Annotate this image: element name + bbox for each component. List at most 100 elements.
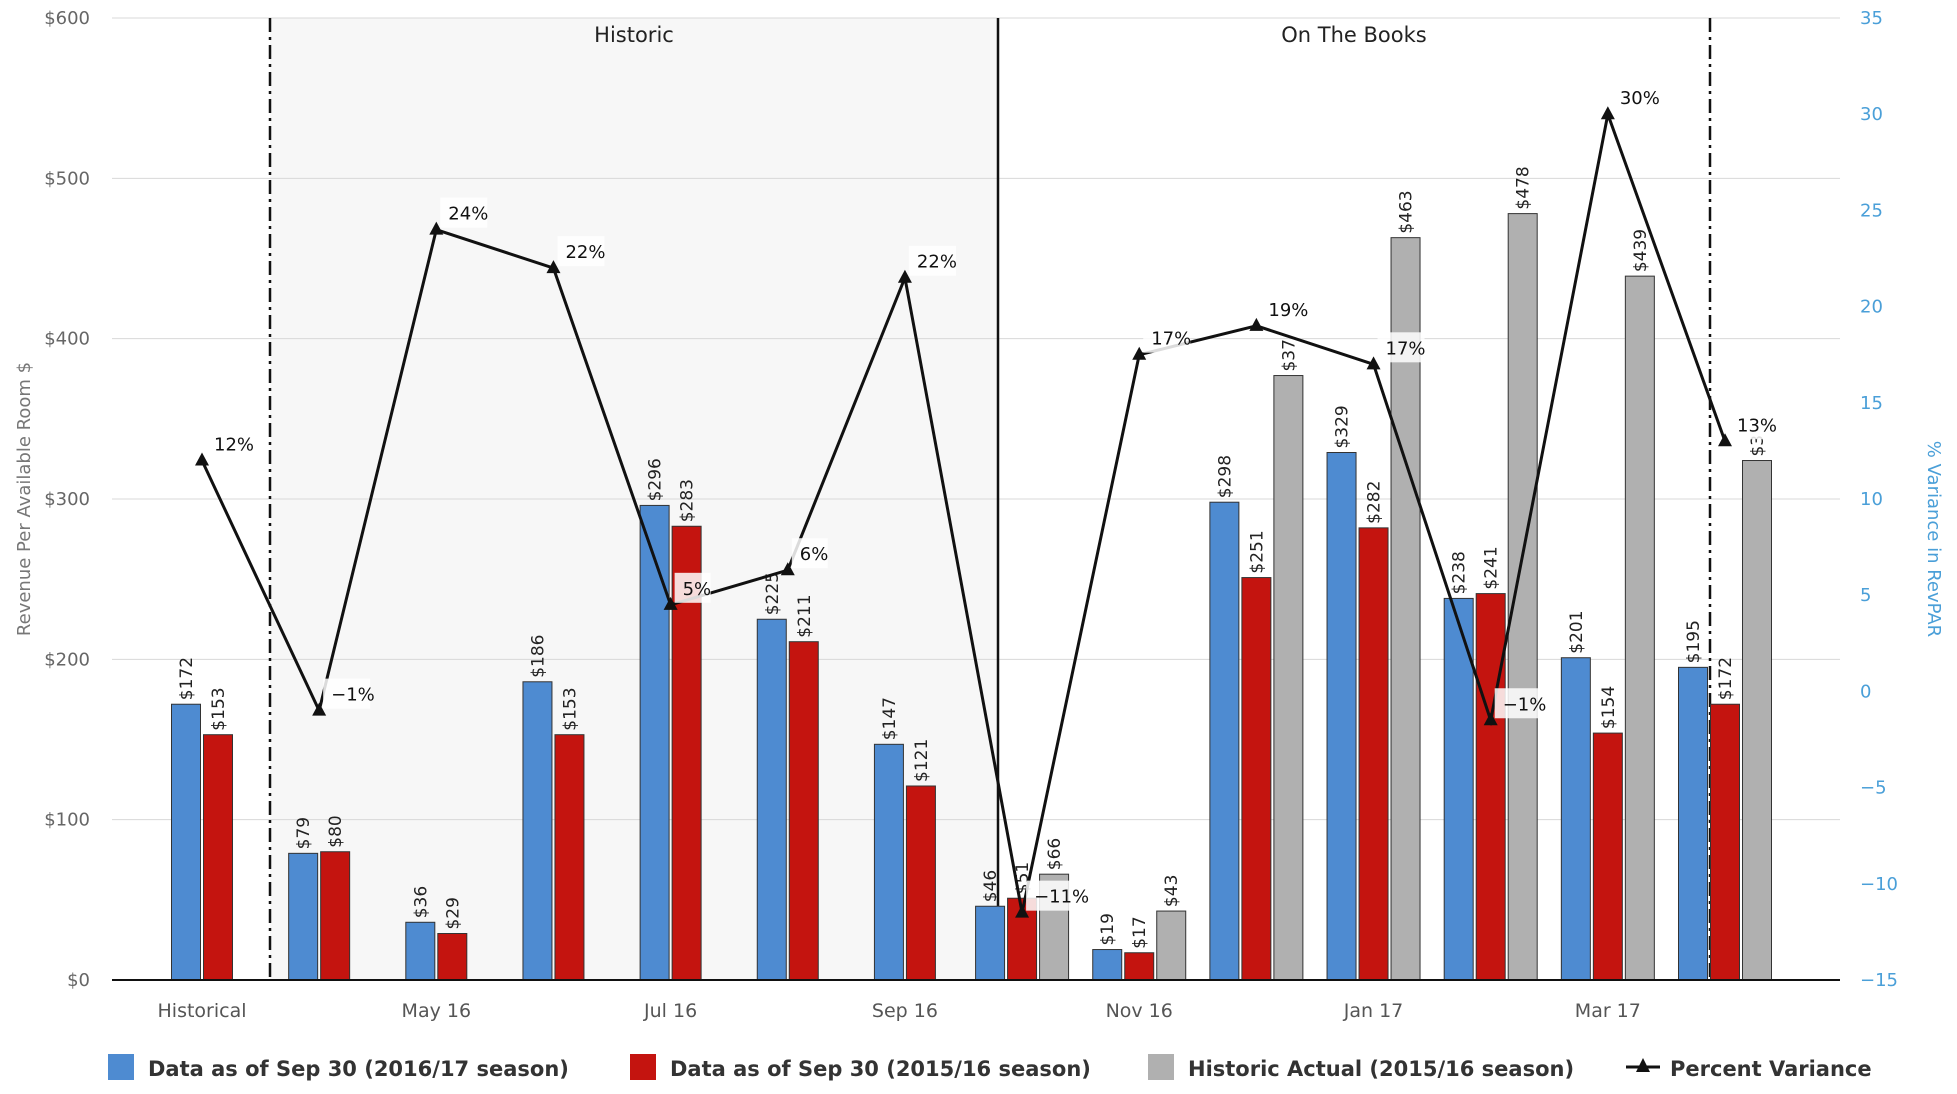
percent-variance-label: −11%	[1034, 887, 1089, 908]
x-tick-label: Historical	[158, 1000, 247, 1022]
bar-series3	[1624, 275, 1655, 981]
left-tick-label: $200	[44, 649, 90, 670]
bar-value-label: $283	[678, 479, 698, 522]
percent-label-bg	[323, 678, 371, 709]
percent-variance-label: −1%	[1503, 694, 1547, 715]
legend-label: Data as of Sep 30 (2016/17 season)	[148, 1057, 569, 1081]
bar-value-label: $478	[1514, 166, 1534, 209]
legend-swatch	[108, 1054, 134, 1080]
legend-marker	[1636, 1058, 1650, 1072]
right-axis-title: % Variance in RevPAR	[1923, 441, 1944, 637]
percent-label-bg	[1260, 293, 1308, 324]
percent-variance-label: 19%	[1268, 300, 1308, 321]
bar-series1	[1326, 452, 1357, 981]
left-tick-label: $100	[44, 810, 90, 831]
percent-variance-marker	[546, 260, 561, 274]
percent-variance-label: 6%	[800, 544, 829, 565]
legend-item: Data as of Sep 30 (2015/16 season)	[630, 1054, 1091, 1081]
right-tick-label: −10	[1860, 874, 1898, 895]
legend-swatch	[1148, 1054, 1174, 1080]
bar-value-label: $251	[1247, 530, 1267, 573]
percent-label-bg	[1377, 332, 1425, 363]
bar-series2	[1124, 952, 1155, 981]
x-tick-label: Sep 16	[872, 1000, 938, 1022]
bar-value-label: $329	[1333, 405, 1353, 448]
percent-label-bg	[1026, 880, 1085, 911]
bar-series1	[288, 852, 319, 981]
right-tick-label: 25	[1860, 200, 1883, 221]
bar-labels: $172 $153 $79 $80 $36 $29 $186 $153 $296 $283 $225…	[177, 166, 1768, 948]
right-tick-label: 15	[1860, 393, 1883, 414]
bar-value-label: $172	[177, 657, 197, 700]
percent-variance-marker	[429, 221, 444, 235]
bar-series2	[320, 851, 351, 981]
bar-series2	[1710, 703, 1740, 981]
legend-item: Historic Actual (2015/16 season)	[1148, 1054, 1574, 1081]
percent-label-bg	[557, 236, 605, 267]
percent-variance-label: 22%	[917, 252, 957, 273]
bar-value-label: $439	[1631, 229, 1651, 272]
right-tick-label: 10	[1860, 489, 1883, 510]
bar-value-label: $66	[1045, 838, 1065, 870]
bar-value-label: $19	[1098, 913, 1118, 945]
right-tick-label: 35	[1860, 8, 1883, 29]
bar-value-label: $147	[880, 697, 900, 740]
region-label-on-the-books: On The Books	[1281, 23, 1426, 47]
bar-series1	[1443, 597, 1474, 981]
bar-value-label: $296	[646, 458, 666, 501]
percent-variance-line	[200, 108, 1727, 913]
left-tick-label: $400	[44, 329, 90, 350]
percent-label-bg	[1143, 322, 1191, 353]
bar-value-label: $211	[795, 594, 815, 637]
percent-label-bg	[674, 572, 711, 603]
percent-variance-label: 5%	[683, 579, 712, 600]
bar-series3	[1273, 375, 1304, 981]
bar-series3	[1156, 910, 1187, 981]
right-tick-label: 5	[1860, 585, 1871, 606]
percent-label-bg	[1494, 688, 1542, 719]
percent-variance-marker	[1600, 106, 1615, 120]
percent-variance-marker	[1015, 904, 1030, 918]
x-tick-label: Nov 16	[1106, 1000, 1173, 1022]
bar-series1	[1092, 949, 1123, 981]
bar-value-label: $238	[1450, 551, 1470, 594]
bar-series2	[1358, 527, 1389, 981]
bar-value-label: $43	[1162, 875, 1182, 907]
bar-series2	[554, 734, 585, 981]
percent-variance-marker	[1132, 346, 1147, 360]
bar-value-label: $29	[443, 897, 463, 929]
bar-series1	[975, 905, 1006, 981]
bar-value-label: $17	[1130, 916, 1150, 948]
bar-value-label: $463	[1397, 190, 1417, 233]
percent-variance-marker	[1718, 433, 1732, 447]
bar-value-label: $80	[326, 815, 346, 847]
right-tick-label: −15	[1860, 970, 1898, 991]
bar-value-label: $153	[560, 687, 580, 730]
bar-value-label: $298	[1215, 455, 1235, 498]
percent-variance-labels: 12% −1% 24% 22% 5% 6% 22% −11% 17% 19% 17% −1% 30% 13…	[206, 82, 1777, 911]
left-tick-label: $500	[44, 168, 90, 189]
percent-variance-marker	[780, 562, 795, 576]
bar-value-label: $172	[1716, 657, 1736, 700]
x-axis-ticks: Historical May 16 Jul 16 Sep 16 Nov 16 Jan 17…	[158, 1000, 1641, 1022]
legend: Data as of Sep 30 (2016/17 season) Data a…	[108, 1054, 1872, 1081]
bar-value-label: $121	[912, 739, 932, 782]
bar-series2	[203, 734, 233, 981]
percent-variance-marker	[1366, 356, 1381, 370]
percent-label-bg	[440, 197, 488, 228]
bar-series1	[1678, 666, 1708, 981]
percent-variance-label: −1%	[331, 685, 375, 706]
bar-series2	[1475, 593, 1506, 981]
bar-value-label: $154	[1599, 686, 1619, 729]
bar-value-label: $225	[763, 572, 783, 615]
percent-variance-label: 17%	[1151, 329, 1191, 350]
percent-variance-label: 13%	[1737, 415, 1777, 436]
legend-label: Historic Actual (2015/16 season)	[1188, 1057, 1574, 1081]
right-axis-ticks: −15 −10 −5 0 5 10 15 20 25 30 35	[1860, 8, 1898, 991]
bar-value-label: $46	[981, 870, 1001, 902]
bar-series2	[1241, 577, 1272, 981]
percent-variance-marker	[897, 269, 912, 283]
bar-value-label: $153	[209, 687, 229, 730]
